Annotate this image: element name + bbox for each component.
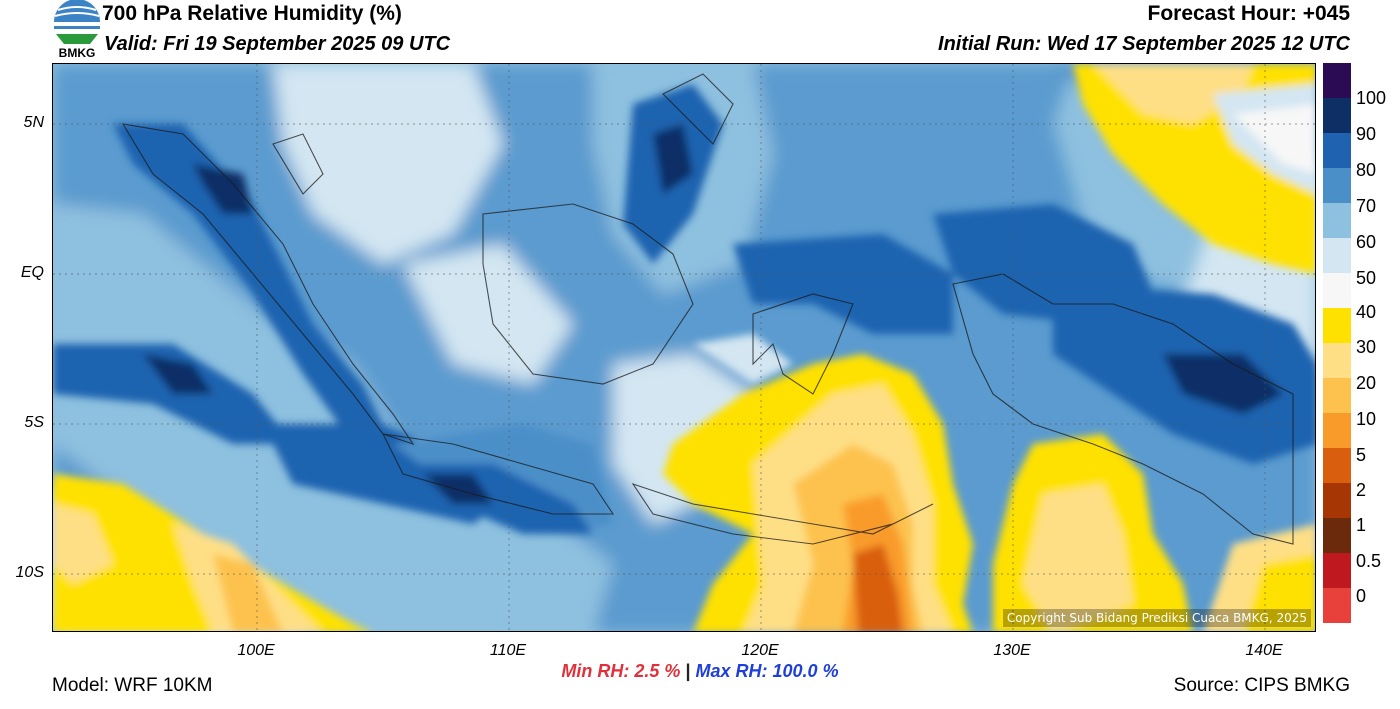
copyright-note: Copyright Sub Bidang Prediksi Cuaca BMKG… xyxy=(1002,609,1311,627)
colorbar-swatch xyxy=(1323,273,1351,308)
lat-label-eq: EQ xyxy=(20,264,44,281)
colorbar-label: 50 xyxy=(1356,268,1377,288)
bmkg-logo: BMKG xyxy=(52,0,102,60)
valid-time: Valid: Fri 19 September 2025 09 UTC xyxy=(104,33,451,55)
humidity-map-graphic xyxy=(53,64,1315,631)
colorbar-swatch xyxy=(1323,343,1351,378)
colorbar-swatch xyxy=(1323,378,1351,413)
map-title: 700 hPa Relative Humidity (%) xyxy=(102,2,402,25)
colorbar-label: 90 xyxy=(1356,124,1377,144)
rh-stats: Min RH: 2.5 % | Max RH: 100.0 % xyxy=(0,661,1400,682)
model-label: Model: WRF 10KM xyxy=(52,675,213,696)
colorbar-swatch xyxy=(1323,308,1351,343)
colorbar-label: 1 xyxy=(1356,515,1367,535)
colorbar-swatch xyxy=(1323,448,1351,483)
colorbar-label: 70 xyxy=(1356,196,1377,216)
colorbar-label: 0 xyxy=(1356,586,1367,606)
humidity-map: Copyright Sub Bidang Prediksi Cuaca BMKG… xyxy=(52,63,1316,632)
colorbar-swatch xyxy=(1323,168,1351,203)
colorbar-swatch xyxy=(1323,63,1351,98)
source-label: Source: CIPS BMKG xyxy=(1173,675,1350,696)
colorbar-swatch xyxy=(1323,98,1351,133)
colorbar-label: 10 xyxy=(1356,409,1377,429)
initial-run: Initial Run: Wed 17 September 2025 12 UT… xyxy=(938,33,1350,55)
colorbar-swatch xyxy=(1323,553,1351,588)
bmkg-logo-text: BMKG xyxy=(59,46,96,60)
forecast-hour: Forecast Hour: +045 xyxy=(1147,2,1351,25)
lon-label-120e: 120E xyxy=(741,642,779,659)
colorbar-label: 20 xyxy=(1356,373,1377,393)
lat-label-10s: 10S xyxy=(15,564,44,581)
colorbar-label: 30 xyxy=(1356,337,1377,357)
colorbar-label: 80 xyxy=(1356,160,1377,180)
lat-label-5n: 5N xyxy=(23,114,44,131)
colorbar-swatch xyxy=(1323,518,1351,553)
colorbar-label: 60 xyxy=(1356,232,1377,252)
lon-label-110e: 110E xyxy=(489,642,527,659)
colorbar-swatch xyxy=(1323,483,1351,518)
colorbar-swatch xyxy=(1323,133,1351,168)
colorbar-swatch xyxy=(1323,203,1351,238)
lon-label-140e: 140E xyxy=(1245,642,1283,659)
colorbar-label: 2 xyxy=(1356,480,1367,500)
lat-label-5s: 5S xyxy=(24,414,44,431)
colorbar-label: 100 xyxy=(1356,88,1387,108)
colorbar-swatch xyxy=(1323,413,1351,448)
colorbar-label: 5 xyxy=(1356,445,1367,465)
lon-label-130e: 130E xyxy=(993,642,1031,659)
stats-separator: | xyxy=(685,661,691,681)
colorbar-label: 40 xyxy=(1356,302,1377,322)
colorbar-label: 0.5 xyxy=(1356,551,1382,571)
lon-label-100e: 100E xyxy=(237,642,275,659)
colorbar-swatch xyxy=(1323,238,1351,273)
max-rh: Max RH: 100.0 % xyxy=(695,661,839,681)
colorbar-swatch xyxy=(1323,588,1351,623)
min-rh: Min RH: 2.5 % xyxy=(561,661,681,681)
